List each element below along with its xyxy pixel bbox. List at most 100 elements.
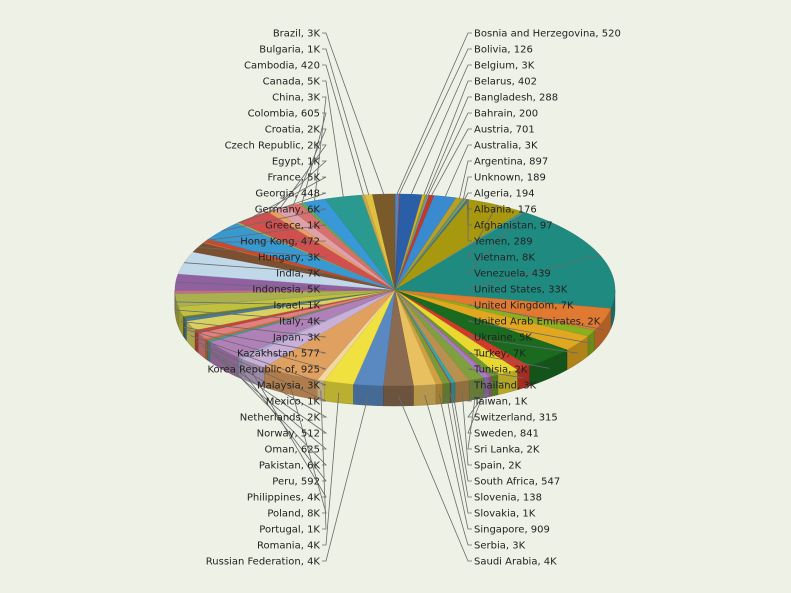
slice-label-portugal: Portugal, 1K	[259, 525, 320, 536]
leader-line-france	[252, 176, 327, 218]
slice-label-malaysia: Malaysia, 3K	[257, 381, 320, 392]
leader-line-georgia	[237, 192, 327, 224]
slice-label-pakistan: Pakistan, 6K	[259, 461, 321, 472]
slice-label-austria: Austria, 701	[474, 125, 535, 136]
slice-united-kingdom[interactable]	[394, 289, 612, 331]
leader-line-united-states	[467, 254, 601, 290]
leader-line-croatia	[292, 128, 327, 206]
slice-label-mexico: Mexico, 1K	[266, 397, 321, 408]
slice-label-brazil: Brazil, 3K	[273, 29, 321, 40]
slice-label-algeria: Algeria, 194	[474, 189, 535, 200]
leader-line-cambodia	[322, 64, 364, 196]
slice-label-switzerland: Switzerland, 315	[474, 413, 558, 424]
leader-line-bolivia	[399, 48, 472, 195]
slice-label-china: China, 3K	[272, 93, 320, 104]
leader-line-austria	[431, 128, 472, 196]
slice-label-saudi-arabia: Saudi Arabia, 4K	[474, 557, 557, 568]
pie-slices	[174, 193, 616, 387]
slice-label-turkey: Turkey, 7K	[473, 349, 526, 360]
leader-line-romania	[322, 392, 340, 546]
leader-line-spain	[461, 391, 472, 466]
slice-label-sri-lanka: Sri Lanka, 2K	[474, 445, 540, 456]
slice-label-bulgaria: Bulgaria, 1K	[259, 45, 320, 56]
slice-side-russian-federation	[353, 384, 384, 407]
leader-line-south-africa	[452, 392, 472, 482]
leader-line-venezuela	[467, 211, 525, 274]
slice-label-georgia: Georgia, 448	[255, 189, 320, 200]
slice-label-czech-republic: Czech Republic, 2K	[225, 141, 321, 152]
slice-label-bosnia-and-herzegovina: Bosnia and Herzegovina, 520	[474, 29, 621, 40]
slice-label-australia: Australia, 3K	[474, 141, 538, 152]
slice-label-bangladesh: Bangladesh, 288	[474, 93, 558, 104]
leader-line-taiwan	[466, 385, 495, 402]
slice-side-spain	[454, 380, 470, 403]
slice-label-taiwan: Taiwan, 1K	[473, 397, 528, 408]
leader-line-colombia	[301, 112, 327, 204]
leader-lines	[174, 32, 605, 562]
slice-brazil[interactable]	[372, 193, 396, 291]
slice-label-serbia: Serbia, 3K	[474, 541, 526, 552]
slice-label-hong-kong: Hong Kong, 472	[240, 237, 320, 248]
leader-line-norway	[206, 349, 328, 434]
slice-label-thailand: Thailand, 3K	[473, 381, 537, 392]
slice-indonesia[interactable]	[174, 273, 396, 291]
leader-line-italy	[176, 309, 327, 322]
leader-line-malaysia	[190, 335, 327, 386]
slice-label-egypt: Egypt, 1K	[272, 157, 321, 168]
slice-label-oman: Oman, 625	[264, 445, 320, 456]
leader-line-ukraine	[467, 336, 579, 354]
slice-label-bahrain: Bahrain, 200	[474, 109, 538, 120]
slice-label-cambodia: Cambodia, 420	[244, 61, 320, 72]
leader-line-indonesia	[175, 281, 327, 290]
leader-line-saudi-arabia	[398, 395, 472, 562]
leader-line-sweden	[467, 387, 487, 434]
slice-label-indonesia: Indonesia, 5K	[252, 285, 320, 296]
leader-line-sri-lanka	[467, 389, 477, 450]
leader-line-vietnam	[467, 204, 498, 258]
slice-label-philippines: Philippines, 4K	[247, 493, 321, 504]
leader-line-belgium	[410, 64, 472, 195]
leader-line-belarus	[423, 80, 472, 195]
slice-label-hungary: Hungary, 3K	[258, 253, 320, 264]
leader-line-algeria	[464, 192, 472, 200]
leader-line-germany	[221, 208, 327, 232]
leader-line-egypt	[270, 160, 328, 212]
slice-label-argentina: Argentina, 897	[474, 157, 548, 168]
slice-label-korea-republic-of: Korea Republic of, 925	[207, 365, 320, 376]
leader-line-slovakia	[445, 393, 472, 514]
leader-line-israel	[174, 301, 327, 306]
slice-ukraine[interactable]	[394, 289, 589, 351]
slice-label-russian-federation: Russian Federation, 4K	[206, 557, 321, 568]
leader-line-korea-republic-of	[185, 329, 327, 370]
leader-line-peru	[239, 367, 327, 482]
slice-label-afghanistan: Afghanistan, 97	[474, 221, 553, 232]
leader-line-hungary	[197, 247, 327, 258]
leader-line-bahrain	[427, 112, 472, 196]
leader-line-bosnia-and-herzegovina	[396, 32, 472, 195]
leader-line-canada	[322, 80, 344, 197]
slice-label-vietnam: Vietnam, 8K	[474, 253, 535, 264]
leader-line-philippines	[252, 372, 327, 498]
slice-label-singapore: Singapore, 909	[474, 525, 550, 536]
slice-germany[interactable]	[208, 223, 396, 291]
slice-label-united-states: United States, 33K	[474, 285, 568, 296]
leader-line-unknown	[463, 176, 472, 199]
slice-label-netherlands: Netherlands, 2K	[240, 413, 321, 424]
slice-canada[interactable]	[324, 194, 396, 291]
slice-label-japan: Japan, 3K	[272, 333, 321, 344]
slice-label-united-kingdom: United Kingdom, 7K	[474, 301, 574, 312]
slice-label-belgium: Belgium, 3K	[474, 61, 535, 72]
leader-line-kazakhstan	[183, 326, 327, 354]
leader-line-poland	[289, 384, 327, 514]
leader-line-singapore	[438, 393, 472, 530]
leader-line-turkey	[467, 352, 550, 369]
slice-india[interactable]	[177, 251, 396, 291]
slice-side-romania	[324, 380, 354, 405]
leader-line-russian-federation	[322, 395, 369, 562]
slice-label-spain: Spain, 2K	[474, 461, 522, 472]
slice-label-belarus: Belarus, 402	[474, 77, 537, 88]
slice-poland[interactable]	[263, 289, 396, 381]
leader-line-united-arab-emirates	[467, 320, 592, 344]
slice-label-israel: Israel, 1K	[273, 301, 320, 312]
